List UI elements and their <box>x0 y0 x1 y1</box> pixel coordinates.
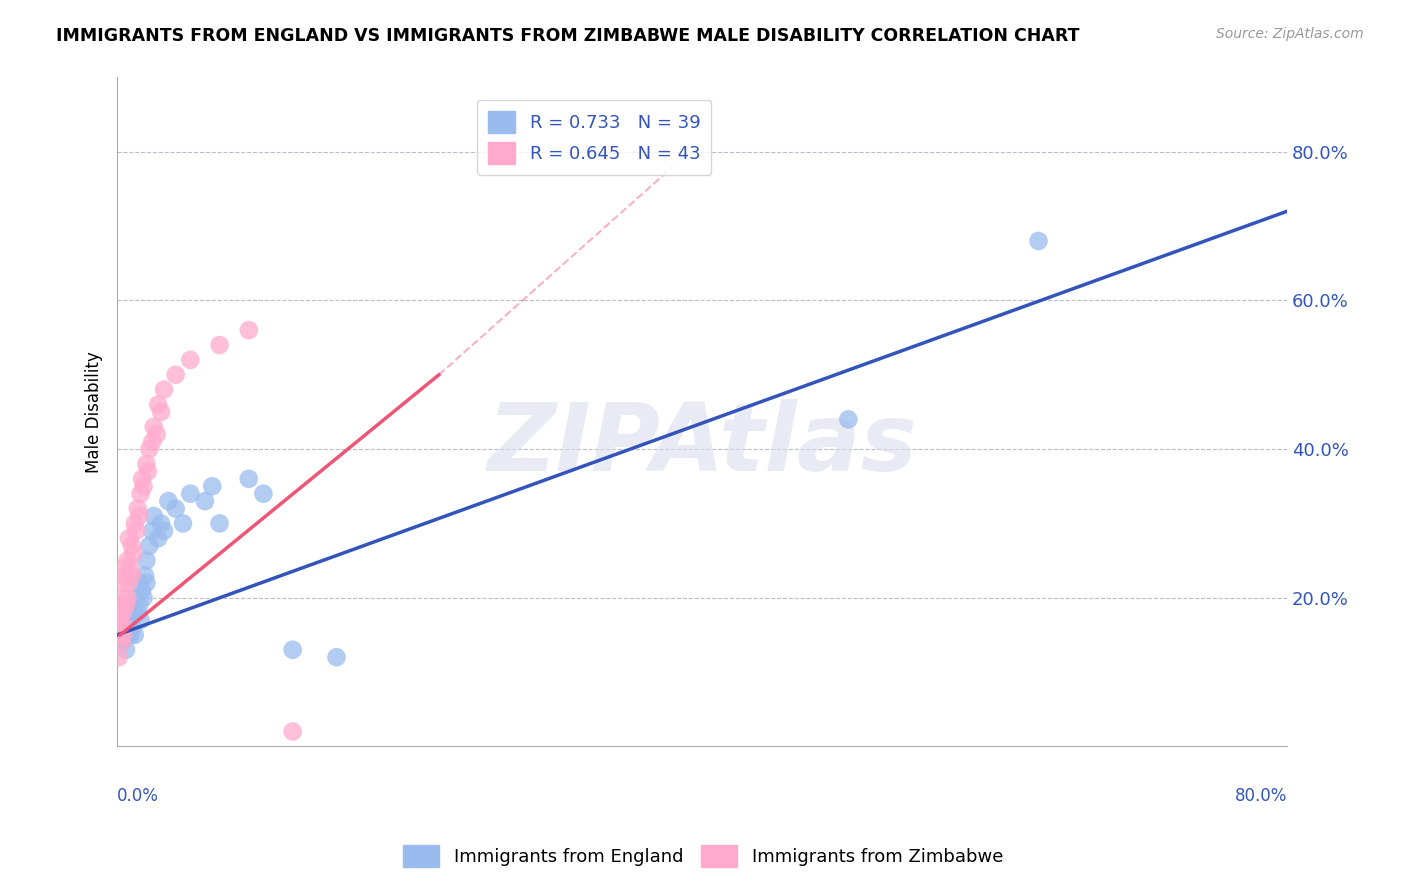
Point <box>128 575 150 590</box>
Point <box>115 568 138 582</box>
Point <box>125 524 148 538</box>
Point <box>108 628 131 642</box>
Point <box>128 508 150 523</box>
Point <box>131 583 153 598</box>
Point <box>165 368 187 382</box>
Point <box>127 606 149 620</box>
Point <box>138 442 160 456</box>
Point <box>118 575 141 590</box>
Point <box>120 561 142 575</box>
Point <box>115 598 138 612</box>
Point <box>153 383 176 397</box>
Point <box>114 620 136 634</box>
Point <box>141 524 163 538</box>
Point <box>114 620 136 634</box>
Point <box>135 457 157 471</box>
Point <box>165 501 187 516</box>
Point <box>238 323 260 337</box>
Point <box>121 598 143 612</box>
Point <box>141 434 163 449</box>
Point <box>127 501 149 516</box>
Text: IMMIGRANTS FROM ENGLAND VS IMMIGRANTS FROM ZIMBABWE MALE DISABILITY CORRELATION : IMMIGRANTS FROM ENGLAND VS IMMIGRANTS FR… <box>56 27 1080 45</box>
Point <box>108 613 131 627</box>
Point <box>837 412 859 426</box>
Point <box>238 472 260 486</box>
Point <box>122 546 145 560</box>
Point <box>146 397 169 411</box>
Point <box>281 724 304 739</box>
Point <box>117 591 139 605</box>
Point <box>153 524 176 538</box>
Y-axis label: Male Disability: Male Disability <box>86 351 103 473</box>
Point <box>112 628 135 642</box>
Point <box>138 539 160 553</box>
Point <box>124 516 146 531</box>
Point <box>132 479 155 493</box>
Point <box>129 486 152 500</box>
Point <box>115 642 138 657</box>
Point <box>124 628 146 642</box>
Point <box>117 553 139 567</box>
Point <box>179 486 201 500</box>
Point <box>118 531 141 545</box>
Point <box>208 516 231 531</box>
Text: ZIPAtlas: ZIPAtlas <box>488 400 917 491</box>
Point <box>118 613 141 627</box>
Point <box>136 464 159 478</box>
Point <box>150 405 173 419</box>
Point <box>172 516 194 531</box>
Point <box>252 486 274 500</box>
Point <box>1028 234 1050 248</box>
Point <box>107 650 129 665</box>
Point <box>131 472 153 486</box>
Point <box>112 606 135 620</box>
Point <box>146 531 169 545</box>
Point <box>132 591 155 605</box>
Point <box>122 606 145 620</box>
Legend: R = 0.733   N = 39, R = 0.645   N = 43: R = 0.733 N = 39, R = 0.645 N = 43 <box>477 100 711 175</box>
Point <box>179 352 201 367</box>
Point <box>121 620 143 634</box>
Point <box>134 568 156 582</box>
Point <box>114 591 136 605</box>
Point <box>128 598 150 612</box>
Point <box>194 494 217 508</box>
Point <box>110 598 132 612</box>
Point <box>121 568 143 582</box>
Point <box>114 561 136 575</box>
Point <box>135 553 157 567</box>
Point <box>110 620 132 634</box>
Text: Source: ZipAtlas.com: Source: ZipAtlas.com <box>1216 27 1364 41</box>
Point <box>142 419 165 434</box>
Point <box>325 650 347 665</box>
Point <box>281 642 304 657</box>
Point <box>110 635 132 649</box>
Point <box>120 628 142 642</box>
Point <box>145 427 167 442</box>
Point <box>125 591 148 605</box>
Point <box>150 516 173 531</box>
Point <box>121 539 143 553</box>
Point <box>110 635 132 649</box>
Point <box>117 628 139 642</box>
Point <box>157 494 180 508</box>
Point <box>112 575 135 590</box>
Legend: Immigrants from England, Immigrants from Zimbabwe: Immigrants from England, Immigrants from… <box>395 838 1011 874</box>
Point <box>129 613 152 627</box>
Point <box>135 575 157 590</box>
Point <box>142 508 165 523</box>
Point <box>208 338 231 352</box>
Text: 80.0%: 80.0% <box>1234 787 1286 805</box>
Point <box>201 479 224 493</box>
Text: 0.0%: 0.0% <box>117 787 159 805</box>
